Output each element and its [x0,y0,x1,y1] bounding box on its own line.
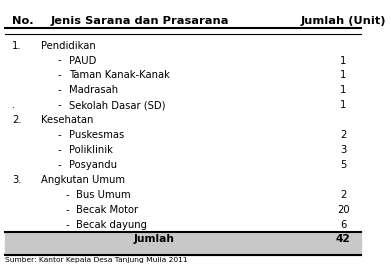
Text: Becak Motor: Becak Motor [76,205,138,215]
Text: 2: 2 [340,190,346,200]
Text: 3.: 3. [12,175,22,185]
Text: Sumber: Kantor Kepala Desa Tanjung Mulia 2011: Sumber: Kantor Kepala Desa Tanjung Mulia… [5,257,188,263]
Text: 5: 5 [340,160,346,170]
Text: Posyandu: Posyandu [69,160,117,170]
Text: Kesehatan: Kesehatan [41,115,94,125]
Text: Sekolah Dasar (SD): Sekolah Dasar (SD) [69,100,165,111]
Text: Pendidikan: Pendidikan [41,41,96,51]
Text: Taman Kanak-Kanak: Taman Kanak-Kanak [69,70,170,81]
Text: 2: 2 [340,130,346,140]
Text: -: - [65,190,69,200]
Text: -: - [58,85,61,95]
Text: 1: 1 [340,70,346,81]
Text: Poliklinik: Poliklinik [69,145,113,155]
Text: 42: 42 [336,234,351,244]
Text: -: - [58,70,61,81]
Text: -: - [58,145,61,155]
Text: 3: 3 [340,145,346,155]
Bar [5,232,361,255]
Text: Jumlah: Jumlah [134,234,175,244]
Text: PAUD: PAUD [69,56,96,65]
Text: -: - [65,205,69,215]
Text: No.: No. [12,16,34,25]
Text: 6: 6 [340,220,346,230]
Text: 1.: 1. [12,41,22,51]
Text: -: - [58,160,61,170]
Text: -: - [58,100,61,111]
Text: Becak dayung: Becak dayung [76,220,147,230]
Text: .: . [12,100,16,111]
Text: Puskesmas: Puskesmas [69,130,124,140]
Text: 2.: 2. [12,115,22,125]
Text: -: - [58,130,61,140]
Text: 20: 20 [337,205,350,215]
Text: 1: 1 [340,56,346,65]
Text: Jenis Sarana dan Prasarana: Jenis Sarana dan Prasarana [50,16,229,25]
Text: Bus Umum: Bus Umum [76,190,131,200]
Text: Madrasah: Madrasah [69,85,118,95]
Text: -: - [65,220,69,230]
Text: 1: 1 [340,100,346,111]
Text: -: - [58,56,61,65]
Text: Angkutan Umum: Angkutan Umum [41,175,126,185]
Text: Jumlah (Unit): Jumlah (Unit) [300,16,386,25]
Text: 1: 1 [340,85,346,95]
